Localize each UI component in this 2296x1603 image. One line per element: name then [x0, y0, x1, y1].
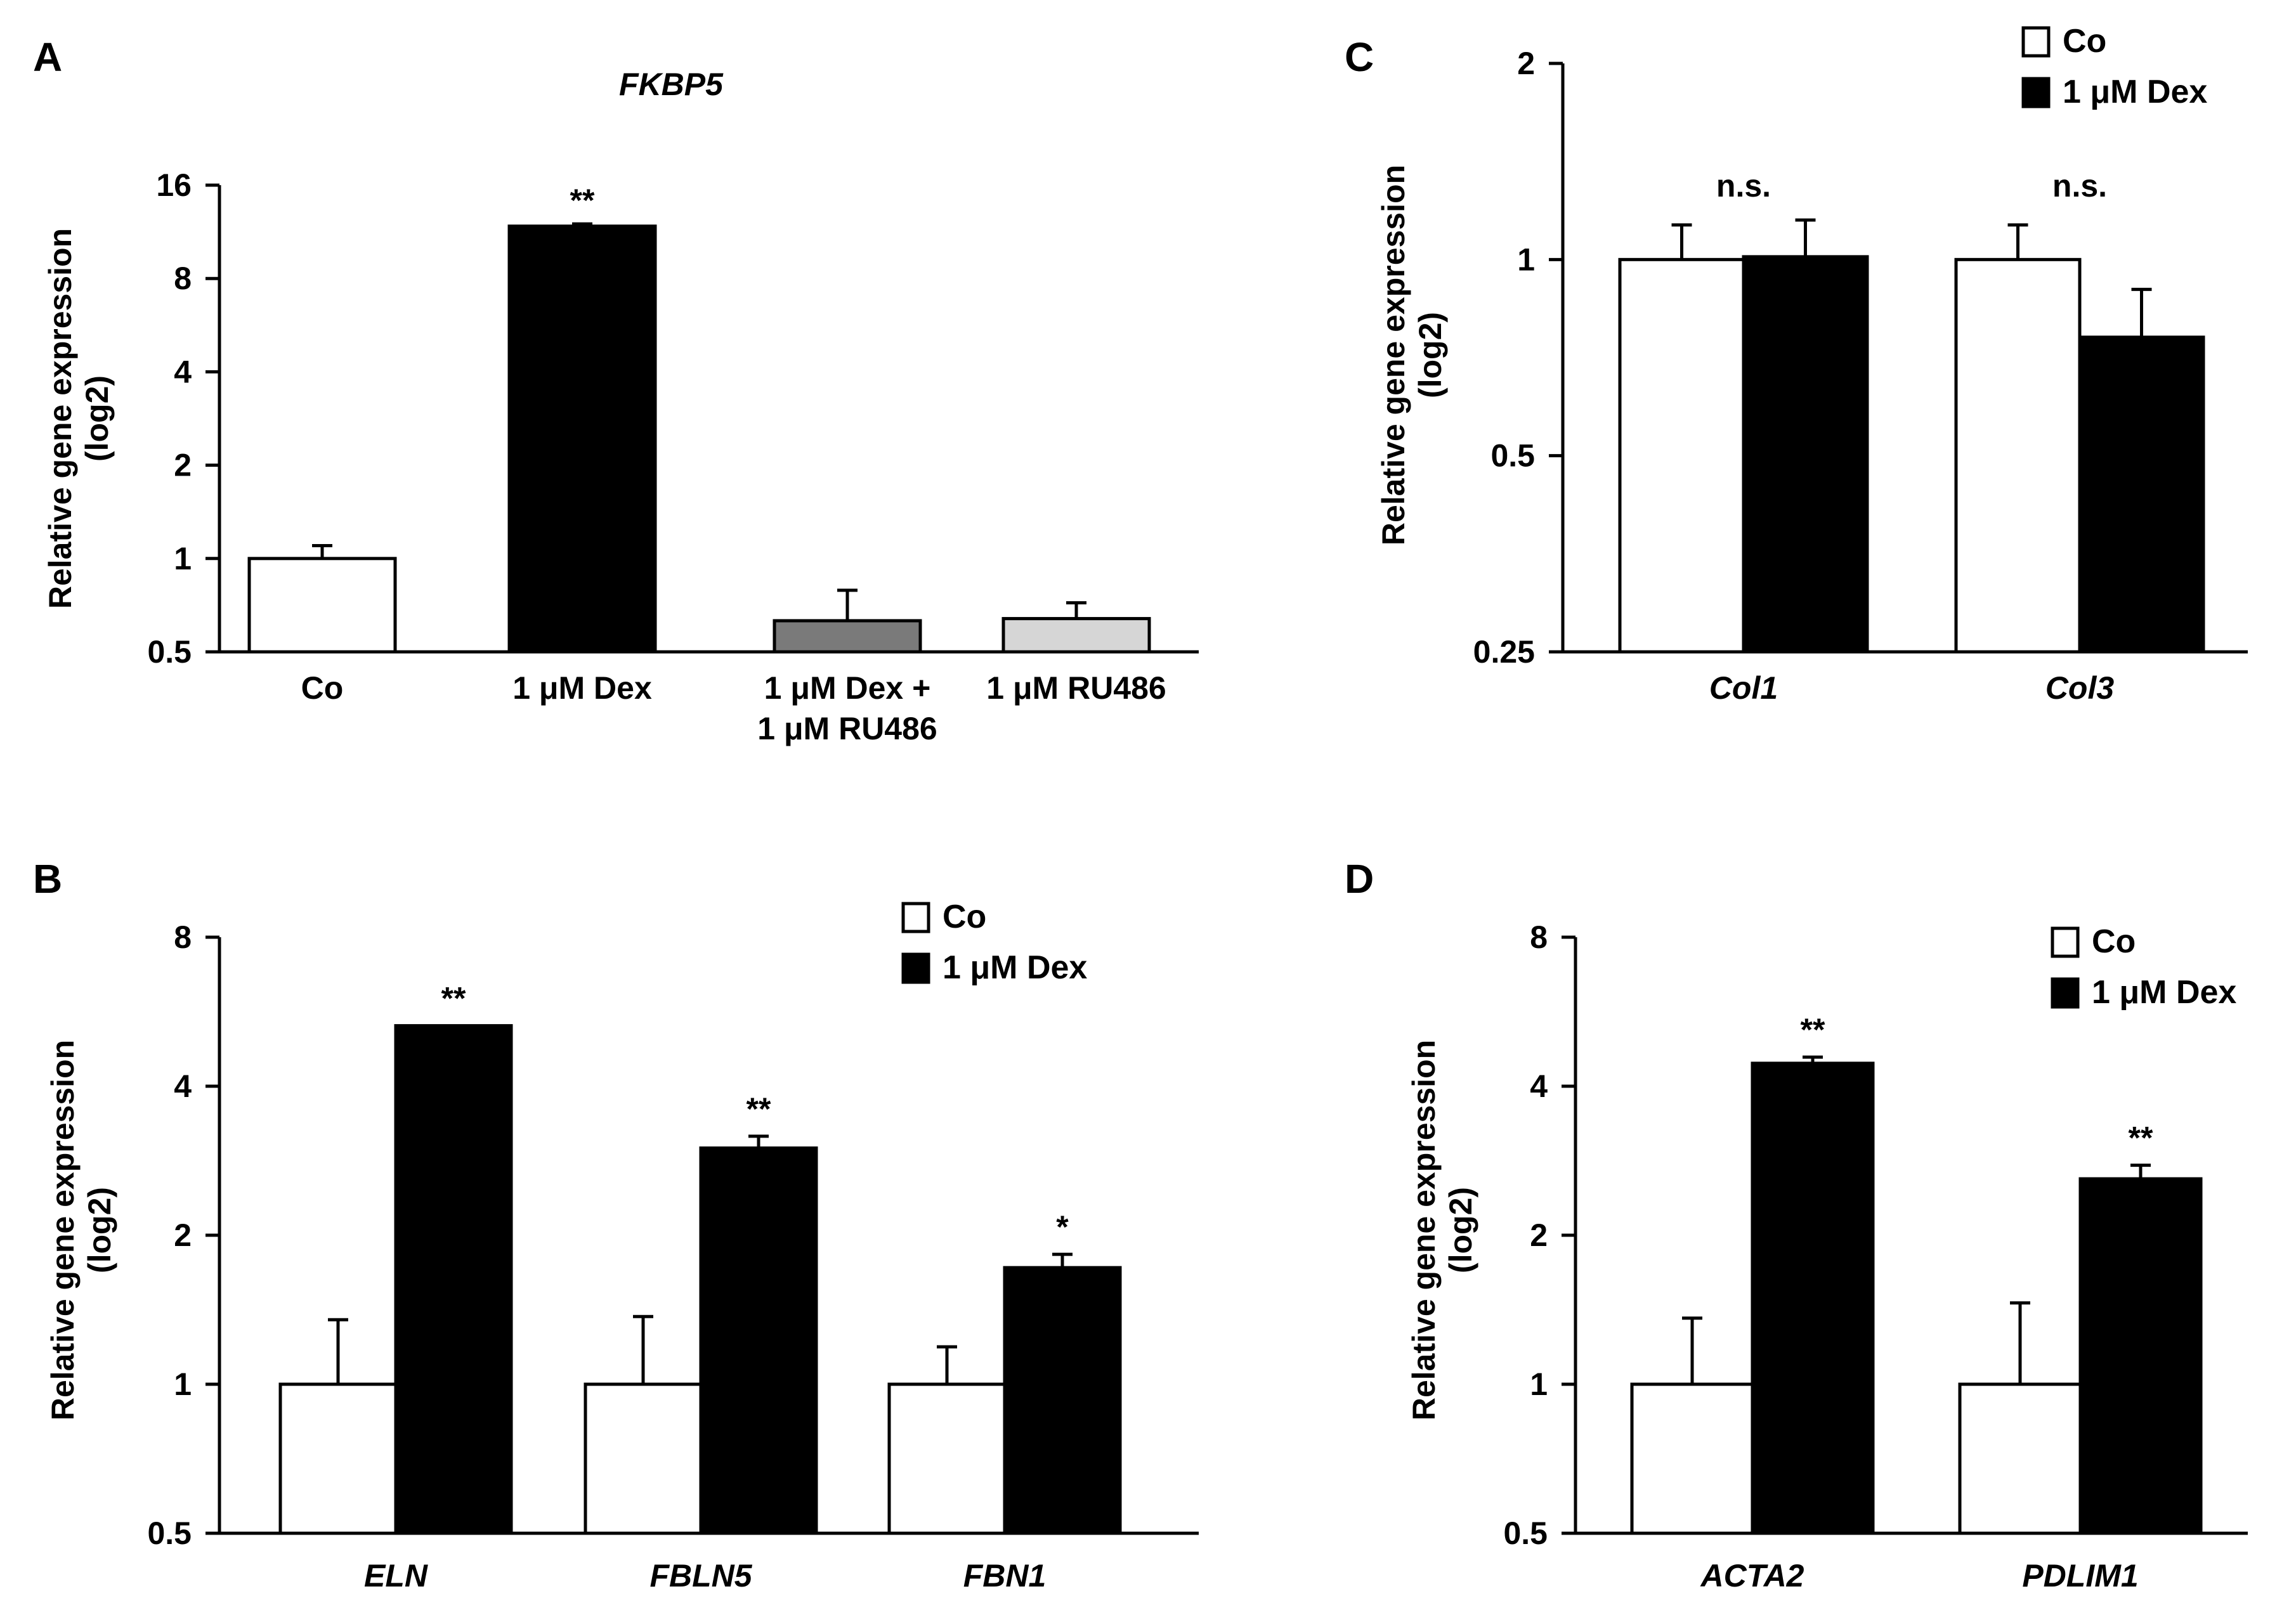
- panel-a: A FKBP5 Relative gene expression(log2) 0.5 1…: [33, 34, 1199, 746]
- legend-label: Co: [2063, 23, 2106, 60]
- y-axis-label-line: Relative gene expression: [42, 228, 78, 609]
- y-tick-label: 16: [156, 167, 192, 203]
- bar: [1003, 1266, 1122, 1535]
- y-axis-label-line: (log2): [1443, 1187, 1478, 1273]
- y-tick-label: 4: [174, 354, 192, 389]
- legend-label: Co: [943, 899, 986, 935]
- y-tick-label: 0.5: [1490, 438, 1535, 474]
- panel-letter: B: [33, 856, 62, 902]
- y-axis-label: Relative gene expression(log2): [42, 228, 115, 609]
- bar: [1630, 1382, 1754, 1535]
- bar: [278, 1382, 398, 1535]
- significance-label: *: [1056, 1209, 1069, 1245]
- bar: [1618, 257, 1745, 654]
- category-label: FBLN5: [649, 1558, 752, 1593]
- category-label: 1 μM RU486: [986, 670, 1166, 706]
- bar: [773, 619, 922, 654]
- y-tick-label: 0.25: [1473, 634, 1535, 670]
- legend-label: 1 μM Dex: [2063, 74, 2207, 110]
- y-axis-label-line: (log2): [82, 1187, 117, 1273]
- significance-label: **: [747, 1091, 771, 1127]
- category-label: Col1: [1709, 670, 1778, 706]
- category-label: 1 μM RU486: [757, 711, 937, 746]
- y-axis-label-line: Relative gene expression: [1376, 165, 1411, 545]
- bar: [1751, 1061, 1875, 1535]
- bar: [699, 1146, 818, 1535]
- bar: [2078, 335, 2205, 654]
- y-tick-label: 8: [174, 919, 192, 955]
- y-tick-label: 2: [174, 448, 192, 483]
- y-tick-label: 1: [174, 1366, 192, 1402]
- bar: [887, 1382, 1007, 1535]
- y-axis-label-line: Relative gene expression: [45, 1040, 81, 1420]
- legend-swatch: [2021, 26, 2051, 58]
- y-axis-label-line: (log2): [79, 375, 115, 462]
- legend-label: 1 μM Dex: [2092, 974, 2236, 1011]
- category-label: FBN1: [963, 1558, 1047, 1593]
- significance-label: n.s.: [1716, 168, 1771, 204]
- bar: [2078, 1177, 2203, 1535]
- chart-title: FKBP5: [619, 67, 724, 102]
- y-tick-label: 1: [1530, 1366, 1548, 1402]
- legend-swatch: [901, 952, 930, 984]
- significance-label: n.s.: [2052, 168, 2107, 204]
- y-tick-label: 1: [1517, 242, 1535, 277]
- panel-letter: A: [33, 34, 62, 80]
- y-tick-label: 1: [174, 541, 192, 576]
- legend-swatch: [2021, 77, 2051, 108]
- significance-label: **: [2129, 1120, 2153, 1156]
- panel-c: C Relative gene expression(log2) 0.25 0.5 1 2…: [1345, 23, 2248, 706]
- y-tick-label: 2: [174, 1217, 192, 1253]
- y-tick-label: 2: [1517, 46, 1535, 81]
- category-label: Co: [301, 670, 344, 706]
- y-tick-label: 8: [174, 261, 192, 296]
- bar: [584, 1382, 703, 1535]
- legend-label: Co: [2092, 923, 2136, 960]
- y-tick-label: 2: [1530, 1217, 1548, 1253]
- bar: [1954, 257, 2082, 654]
- legend-swatch: [2051, 926, 2080, 958]
- bar: [1001, 617, 1151, 654]
- category-label: 1 μM Dex: [512, 670, 652, 706]
- y-tick-label: 8: [1530, 919, 1548, 955]
- bar: [507, 224, 657, 654]
- significance-label: **: [570, 183, 595, 218]
- category-label: 1 μM Dex +: [764, 670, 931, 706]
- category-label: ACTA2: [1700, 1558, 1804, 1593]
- significance-label: **: [1801, 1012, 1825, 1048]
- y-tick-label: 0.5: [147, 1515, 192, 1551]
- bar: [247, 557, 397, 654]
- bar: [394, 1024, 513, 1535]
- y-axis-label: Relative gene expression(log2): [1406, 1040, 1478, 1420]
- category-label: ELN: [364, 1558, 428, 1593]
- category-label: Col3: [2045, 670, 2115, 706]
- y-tick-label: 4: [1530, 1068, 1548, 1104]
- panel-d: D Relative gene expression(log2) 0.5 1 2 4 8 **…: [1345, 856, 2248, 1593]
- legend-label: 1 μM Dex: [943, 949, 1087, 986]
- y-tick-label: 0.5: [147, 634, 192, 670]
- y-axis-label: Relative gene expression(log2): [1376, 165, 1448, 545]
- y-axis-label-line: Relative gene expression: [1406, 1040, 1442, 1420]
- y-tick-label: 0.5: [1503, 1515, 1548, 1551]
- y-axis-label: Relative gene expression(log2): [45, 1040, 117, 1420]
- panel-letter: C: [1345, 34, 1374, 80]
- bar: [1958, 1382, 2082, 1535]
- legend-swatch: [2051, 977, 2080, 1009]
- category-label: PDLIM1: [2022, 1558, 2138, 1593]
- y-axis-label-line: (log2): [1412, 312, 1448, 398]
- y-tick-label: 4: [174, 1068, 192, 1104]
- significance-label: **: [441, 981, 466, 1016]
- panel-letter: D: [1345, 856, 1374, 902]
- legend-swatch: [901, 902, 930, 933]
- bar: [1742, 255, 1869, 654]
